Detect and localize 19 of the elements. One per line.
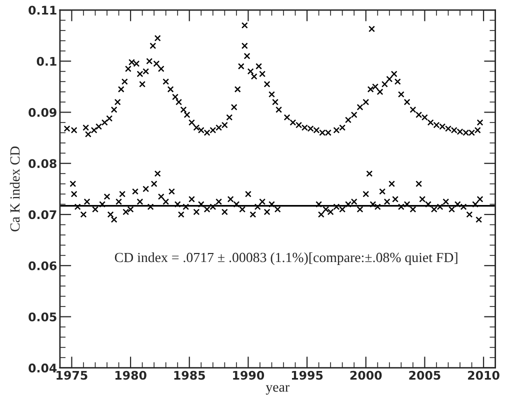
y-tick-label: 0.04 bbox=[28, 364, 57, 372]
x-tick-label: 1990 bbox=[233, 370, 264, 380]
y-tick-label: 0.1 bbox=[36, 56, 56, 66]
y-tick-label: 0.08 bbox=[28, 159, 56, 168]
x-tick-label: 2000 bbox=[350, 370, 382, 380]
y-tick-label: 0.11 bbox=[28, 6, 56, 15]
x-tick-label: 1975 bbox=[56, 370, 88, 380]
annotation: CD index = .0717 ± .00083 (1.1%)[compare:±.08% quiet FD] bbox=[114, 252, 458, 266]
x-tick-label: 2005 bbox=[409, 370, 440, 380]
y-tick-label: 0.07 bbox=[28, 210, 56, 220]
x-axis-title: year bbox=[266, 385, 290, 395]
x-tick-label: 1985 bbox=[174, 370, 205, 380]
y-tick-label: 0.05 bbox=[28, 312, 56, 322]
y-axis-title: Ca K index CD bbox=[10, 146, 20, 232]
y-tick-label: 0.09 bbox=[28, 108, 56, 117]
x-tick-label: 2010 bbox=[468, 370, 500, 380]
x-tick-label: 1995 bbox=[292, 370, 323, 380]
x-tick-label: 1980 bbox=[115, 370, 146, 380]
y-tick-label: 0.06 bbox=[28, 261, 57, 270]
